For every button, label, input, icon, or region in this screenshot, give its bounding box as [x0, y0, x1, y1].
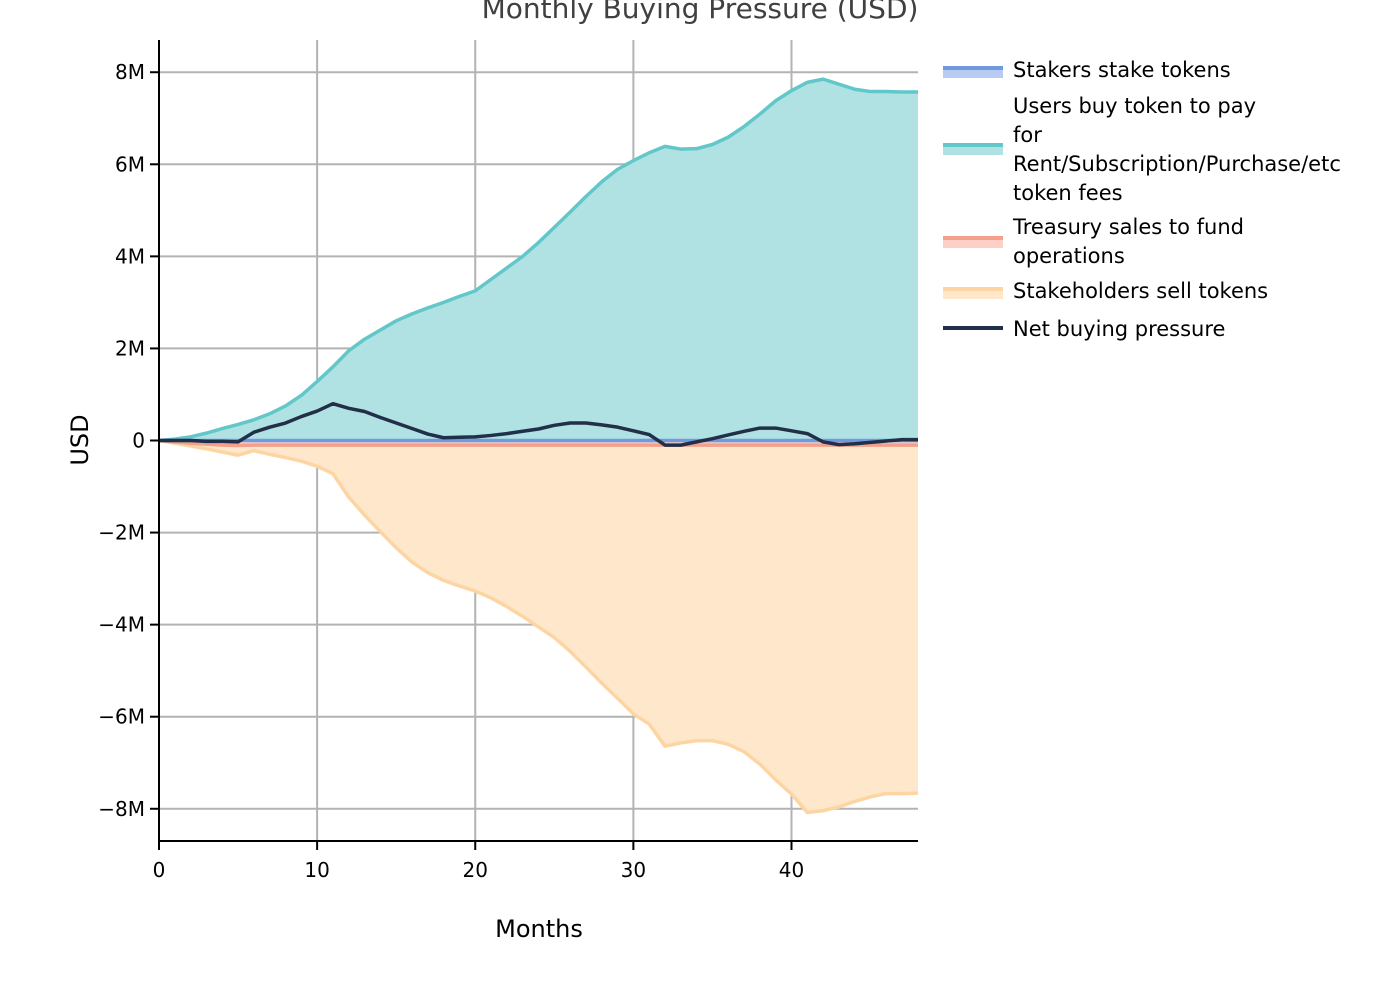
x-tick-label: 30 [621, 858, 646, 882]
y-tick-label: 2M [115, 336, 145, 360]
legend-label: Stakeholders sell tokens [1013, 279, 1268, 303]
y-axis-label: USD [66, 414, 94, 465]
x-tick-label: 0 [153, 858, 166, 882]
legend-label: Stakers stake tokens [1013, 58, 1231, 82]
y-tick-label: −2M [98, 521, 145, 545]
area-series-1 [159, 79, 918, 441]
legend-swatch-fill [943, 289, 1003, 299]
y-tick-label: 4M [115, 244, 145, 268]
y-tick-label: 8M [115, 60, 145, 84]
legend: Stakers stake tokens Users buy token to p… [943, 58, 1341, 341]
y-tick-label: 0 [132, 429, 145, 453]
legend-label-line: Treasury sales to fund [1012, 215, 1244, 239]
series-layer [158, 77, 919, 815]
legend-swatch-fill [943, 145, 1003, 155]
legend-label-line: operations [1013, 244, 1125, 268]
line-series-2 [158, 438, 918, 448]
legend-label-line: Users buy token to pay [1013, 94, 1256, 118]
x-axis-label: Months [495, 915, 583, 943]
legend-label-line: token fees [1013, 181, 1123, 205]
legend-label-line: Rent/Subscription/Purchase/etc [1013, 152, 1341, 176]
line-series-net [159, 401, 918, 447]
x-tick-label: 10 [304, 858, 329, 882]
legend-label-line: Stakers stake tokens [1013, 58, 1231, 82]
y-tick-label: −6M [98, 705, 145, 729]
x-tick-label: 40 [779, 858, 804, 882]
legend-swatch-fill [943, 68, 1003, 78]
legend-label-line: Stakeholders sell tokens [1013, 279, 1268, 303]
line-series-3 [158, 438, 919, 815]
axes-layer: 0 10 20 30 40 −8M −6M −4M −2M 0 2M 4M 6M 8M [98, 40, 918, 882]
legend-swatch-fill [943, 238, 1003, 248]
legend-label: Net buying pressure [1013, 317, 1225, 341]
y-tick-label: −8M [98, 797, 145, 821]
line-series-1 [158, 77, 918, 443]
y-tick-label: −4M [98, 613, 145, 637]
chart-title: Monthly Buying Pressure (USD) [482, 0, 919, 25]
x-tick-label: 20 [463, 858, 488, 882]
legend-label-line: Net buying pressure [1013, 317, 1225, 341]
legend-label-line: for [1013, 123, 1042, 147]
y-tick-label: 6M [115, 152, 145, 176]
legend-label: Users buy token to pay for Rent/Subscripti… [1013, 94, 1341, 205]
legend-label: Treasury sales to fund operations [1012, 215, 1244, 268]
